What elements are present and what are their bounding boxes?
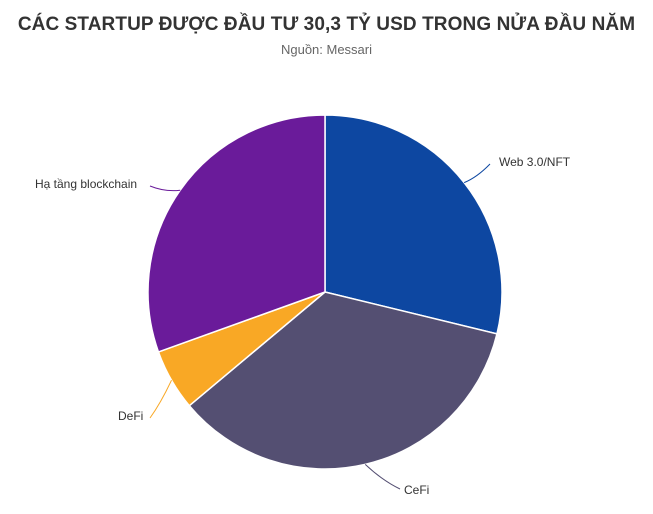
slice-label-cefi: CeFi xyxy=(404,483,429,497)
connector-cefi xyxy=(364,464,401,490)
chart-subtitle: Nguồn: Messari xyxy=(280,42,373,57)
label-connectors xyxy=(149,163,491,490)
slice-label-defi: DeFi xyxy=(118,409,143,423)
slice-labels: Web 3.0/NFT CeFi DeFi Hạ tầng blockchain xyxy=(35,155,571,497)
pie-slice-web-3-0-nft[interactable] xyxy=(324,114,503,335)
chart-title: CÁC STARTUP ĐƯỢC ĐẦU TƯ 30,3 TỶ USD TRON… xyxy=(17,14,636,35)
slice-label-ha-tang-blockchain: Hạ tầng blockchain xyxy=(35,177,137,191)
pie-slice-ha-tang-blockchain[interactable] xyxy=(147,114,326,353)
connector-ha-tang-blockchain xyxy=(149,185,181,192)
connector-web-3-0-nft xyxy=(463,163,491,184)
slice-label-web-3-0-nft: Web 3.0/NFT xyxy=(499,155,571,169)
connector-defi xyxy=(149,379,172,419)
pie-slices xyxy=(147,114,503,470)
